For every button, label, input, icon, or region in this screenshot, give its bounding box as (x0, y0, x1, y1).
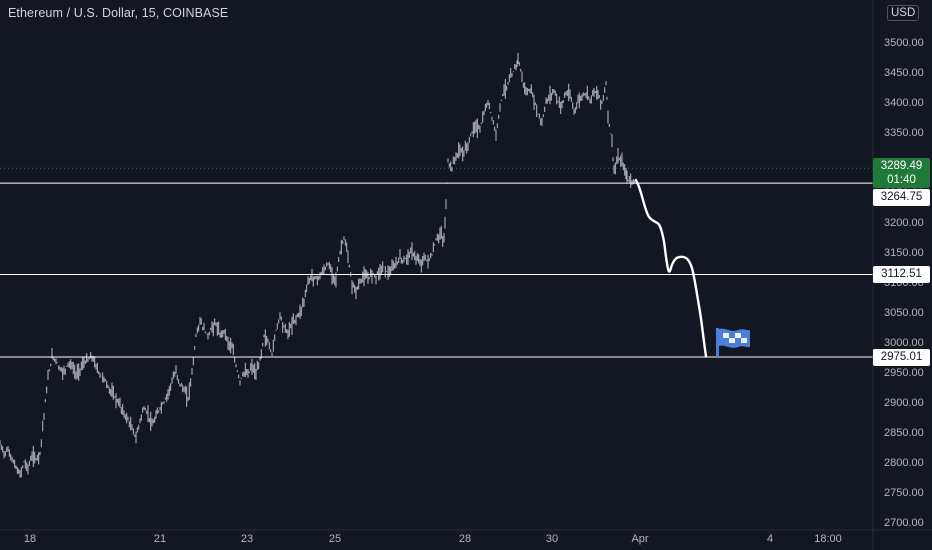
level-price-tag[interactable]: 3264.75 (873, 189, 930, 207)
y-tick-label: 3500.00 (884, 37, 924, 49)
price-series (0, 52, 636, 478)
y-tick-label: 2750.00 (884, 487, 924, 499)
symbol-title: Ethereum / U.S. Dollar, 15, COINBASE (8, 6, 229, 20)
x-tick-label: 21 (154, 533, 166, 545)
y-tick-label: 3150.00 (884, 247, 924, 259)
x-tick-label: 25 (329, 533, 341, 545)
x-tick-label: 28 (459, 533, 471, 545)
price-bars (0, 52, 636, 478)
y-tick-label: 3450.00 (884, 67, 924, 79)
level-price-tag[interactable]: 2975.01 (873, 348, 930, 366)
horizontal-levels[interactable] (0, 182, 873, 358)
y-tick-label: 3350.00 (884, 127, 924, 139)
last-price-value: 3289.49 (880, 160, 923, 173)
y-tick-label: 2900.00 (884, 397, 924, 409)
currency-selector[interactable]: USD (887, 5, 920, 21)
y-tick-label: 3400.00 (884, 97, 924, 109)
y-tick-label: 3200.00 (884, 217, 924, 229)
level-price-tag[interactable]: 3112.51 (873, 266, 930, 284)
y-tick-label: 3000.00 (884, 337, 924, 349)
y-tick-label: 3050.00 (884, 307, 924, 319)
flag-icon[interactable] (714, 327, 752, 357)
projection-line (634, 178, 708, 358)
bar-countdown: 01:40 (887, 174, 916, 187)
x-tick-label: 30 (546, 533, 558, 545)
projection-path (634, 178, 708, 358)
y-tick-label: 2950.00 (884, 367, 924, 379)
x-tick-label: 23 (241, 533, 253, 545)
x-tick-label: 4 (767, 533, 773, 545)
y-tick-label: 2800.00 (884, 457, 924, 469)
y-tick-label: 2850.00 (884, 427, 924, 439)
last-price-tag: 3289.49 01:40 (873, 158, 930, 189)
x-tick-label: Apr (631, 533, 648, 545)
y-tick-label: 2700.00 (884, 517, 924, 529)
x-tick-label: 18:00 (814, 533, 842, 545)
x-tick-label: 18 (24, 533, 36, 545)
